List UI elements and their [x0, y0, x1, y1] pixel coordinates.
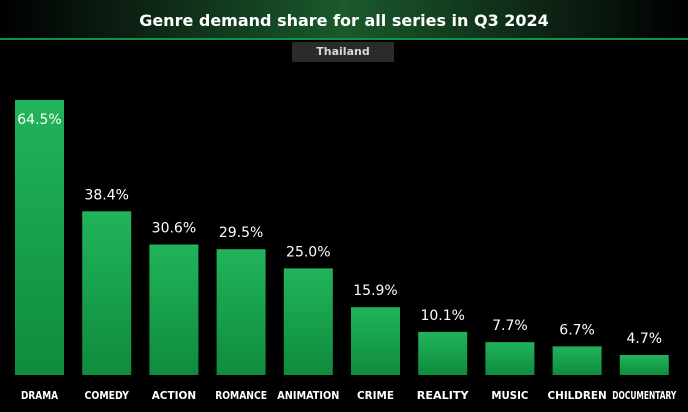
bars-group	[15, 100, 669, 375]
category-labels-group: DRAMA COMEDY ACTION ROMANCE ANIMATION CRIME RE…	[21, 389, 677, 402]
value-labels-group: 64.5% 38.4% 30.6% 29.5% 25.0% 15.9% 10.1% 7.7% 6…	[17, 112, 662, 347]
bar-music	[485, 342, 535, 375]
category-label-drama: DRAMA	[21, 389, 58, 402]
category-label-romance: ROMANCE	[215, 389, 267, 402]
bar-documentary	[619, 355, 669, 375]
bar-romance	[216, 249, 266, 375]
category-label-music: MUSIC	[491, 389, 528, 402]
value-label-reality: 10.1%	[420, 308, 464, 324]
category-label-documentary: DOCUMENTARY	[612, 389, 677, 402]
category-label-animation: ANIMATION	[277, 389, 339, 402]
bar-action	[149, 244, 199, 375]
category-label-children: CHILDREN	[548, 389, 607, 402]
value-label-romance: 29.5%	[219, 225, 263, 241]
bar-drama	[15, 100, 64, 375]
category-label-comedy: COMEDY	[85, 389, 130, 402]
bar-reality	[418, 331, 468, 375]
category-label-crime: CRIME	[357, 389, 394, 402]
title-band	[0, 0, 688, 40]
value-label-children: 6.7%	[559, 322, 595, 338]
value-label-comedy: 38.4%	[84, 187, 128, 203]
bar-crime	[351, 307, 400, 375]
value-label-drama: 64.5%	[17, 112, 61, 128]
category-label-action: ACTION	[152, 389, 196, 402]
value-label-music: 7.7%	[492, 318, 528, 334]
value-label-documentary: 4.7%	[627, 331, 663, 347]
chart-subtitle: Thailand	[292, 42, 394, 62]
category-label-reality: REALITY	[417, 389, 470, 402]
bar-children	[552, 346, 602, 375]
value-label-action: 30.6%	[152, 221, 196, 237]
value-label-crime: 15.9%	[353, 283, 397, 299]
value-label-animation: 25.0%	[286, 244, 330, 260]
bar-animation	[283, 268, 333, 375]
chart-title: Genre demand share for all series in Q3 …	[139, 11, 549, 30]
bar-comedy	[82, 211, 132, 375]
